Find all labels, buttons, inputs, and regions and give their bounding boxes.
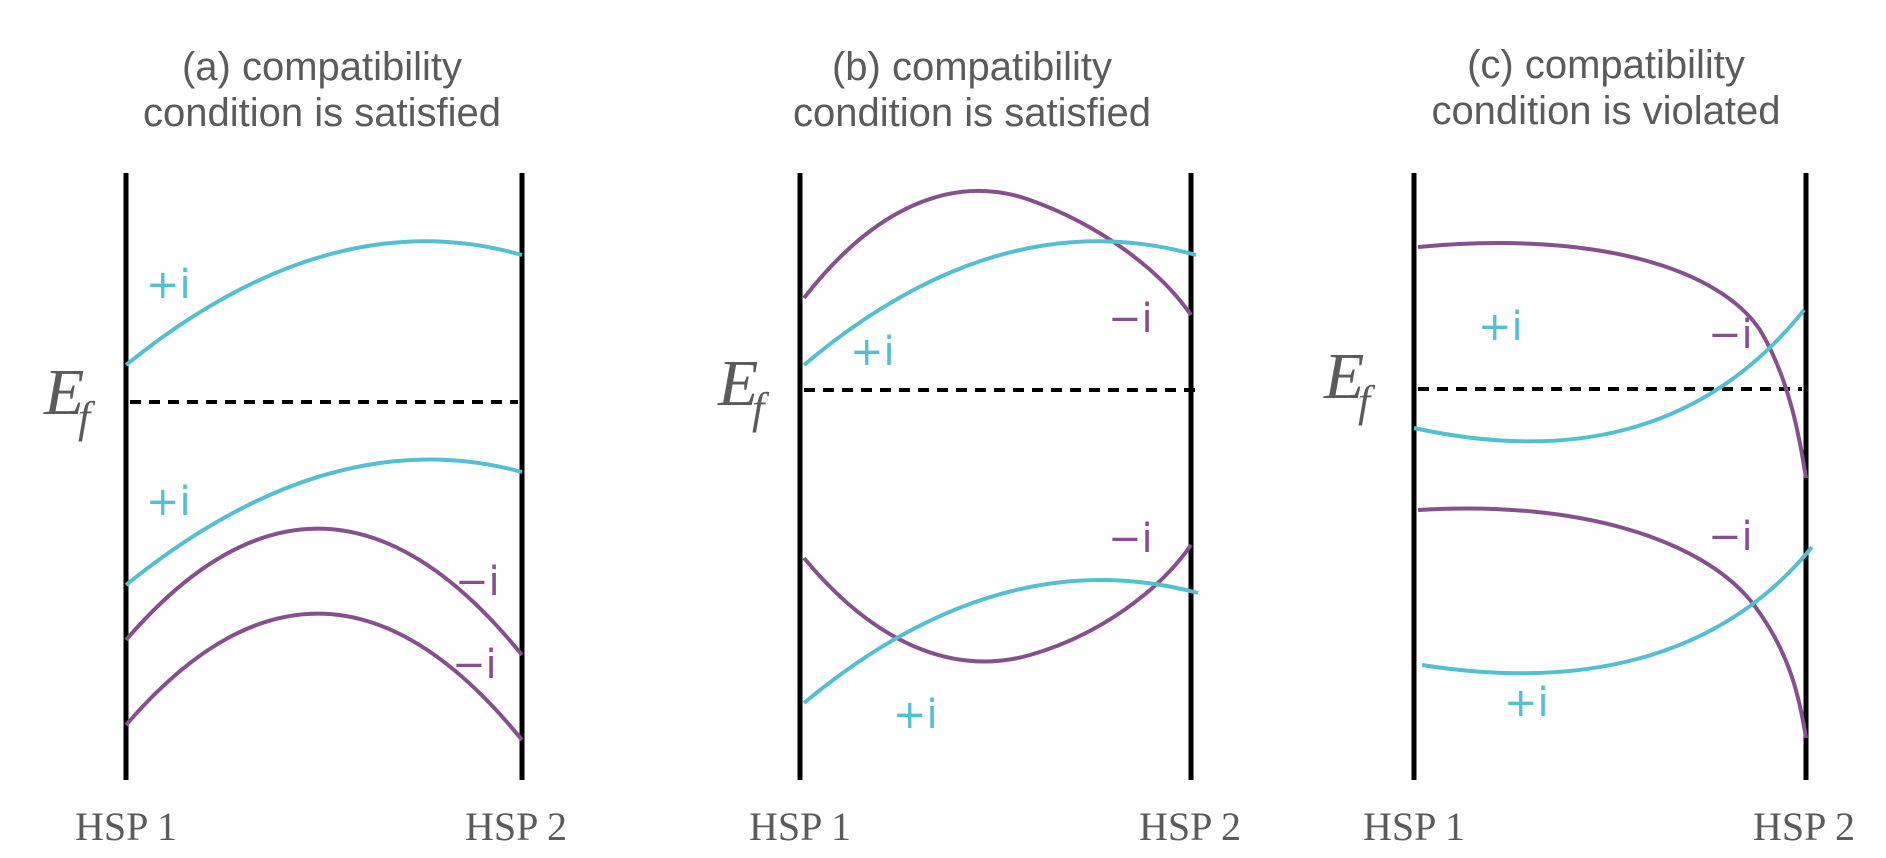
panel-c-fermi-label: E f [1323,340,1376,426]
fermi-label-main: E [1323,340,1364,413]
panel-b-hsp1-label: HSP 1 [749,804,851,849]
panel-c-band-label-3: −i [1708,514,1753,560]
fermi-label-sub: f [1358,377,1376,426]
panel-c-band-minus-lower [1417,506,1808,739]
panel-c-band-label-1: +i [1478,304,1523,350]
panel-b-title-line2: condition is satisfied [793,91,1151,135]
panel-b: (b) compatibility condition is satisfied… [717,45,1241,849]
panel-a-hsp1-label: HSP 1 [75,804,177,849]
fermi-label-main: E [717,347,758,420]
panel-b-band-minus-upper [802,188,1193,317]
panel-b-title-line1: (b) compatibility [832,45,1112,89]
panel-a-band-plus-upper [124,239,523,367]
panel-a-hsp2-label: HSP 2 [465,804,567,849]
panel-a-band-minus-upper [124,526,524,657]
panel-b-band-plus-lower [802,578,1199,705]
panel-c-band-label-2: −i [1708,312,1753,358]
panel-a-fermi-label: E f [43,356,96,442]
panel-a-band-plus-lower [124,457,523,587]
panel-a-band-minus-lower [124,611,524,742]
panel-b-band-plus-upper [802,239,1197,367]
panel-a-band-label-1: +i [146,262,191,308]
panel-c: (c) compatibility condition is violated … [1323,43,1855,849]
panel-a-band-label-4: −i [452,642,497,688]
panel-a: (a) compatibility condition is satisfied… [43,45,567,849]
panel-a-band-label-3: −i [455,559,500,605]
panel-c-band-plus-lower [1421,545,1814,676]
panel-c-title-line2: condition is violated [1431,89,1780,133]
panel-c-hsp2-label: HSP 2 [1753,804,1855,849]
panel-b-hsp2-label: HSP 2 [1139,804,1241,849]
panel-a-title-line2: condition is satisfied [143,91,501,135]
panel-b-band-label-1: +i [850,329,895,375]
fermi-label-sub: f [78,393,96,442]
panel-a-band-label-2: +i [146,479,191,525]
panel-b-band-label-4: +i [893,692,938,738]
panel-c-band-minus-upper [1417,241,1808,479]
fermi-label-sub: f [752,384,770,433]
panel-b-band-label-2: −i [1108,296,1153,342]
panel-c-band-label-4: +i [1504,680,1549,726]
panel-b-band-minus-lower [802,543,1193,664]
panel-c-hsp1-label: HSP 1 [1363,804,1465,849]
panel-c-title-line1: (c) compatibility [1467,43,1745,87]
panel-b-band-label-3: −i [1108,516,1153,562]
fermi-label-main: E [43,356,84,429]
panel-a-title-line1: (a) compatibility [182,45,462,89]
panel-b-fermi-label: E f [717,347,770,433]
panel-c-band-plus-upper [1413,308,1806,444]
